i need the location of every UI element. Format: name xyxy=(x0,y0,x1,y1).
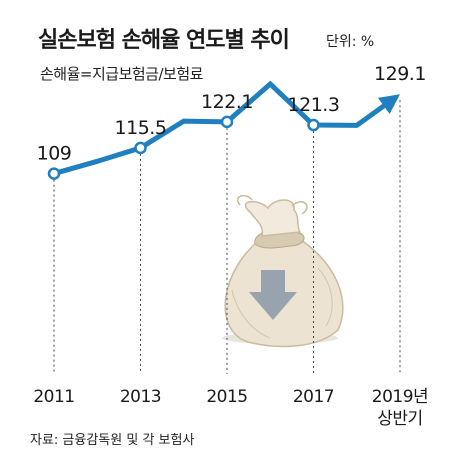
source-note: 자료: 금융감독원 및 각 보험사 xyxy=(30,433,195,448)
x-tick-label-3-0: 2017 xyxy=(293,387,334,407)
x-tick-label-4-1: 상반기 xyxy=(377,409,422,429)
value-label-2: 122.1 xyxy=(201,91,253,113)
down-arrow-icon xyxy=(249,270,297,320)
data-point-2017 xyxy=(307,118,320,132)
value-label-0: 109 xyxy=(37,143,72,165)
money-bag-illustration xyxy=(222,194,344,348)
data-points xyxy=(47,115,320,180)
value-label-1: 115.5 xyxy=(115,117,167,139)
chart-title: 실손보험 손해율 연도별 추이 xyxy=(38,28,290,53)
series-arrowhead xyxy=(377,94,400,115)
value-labels: 109 115.5 122.1 121.3 129.1 xyxy=(37,63,427,165)
unit-label: 단위: % xyxy=(326,34,375,50)
formula-subtitle: 손해율=지급보험금/보험료 xyxy=(40,65,203,83)
guide-lines xyxy=(53,100,401,374)
x-tick-label-4-0: 2019년 xyxy=(372,387,428,407)
value-label-3: 121.3 xyxy=(288,94,340,116)
data-point-2013 xyxy=(134,141,147,155)
data-point-2011 xyxy=(47,167,61,180)
x-tick-label-2-0: 2015 xyxy=(206,387,247,407)
data-point-2015 xyxy=(220,115,234,129)
value-label-4: 129.1 xyxy=(374,63,426,85)
x-tick-label-1-0: 2013 xyxy=(120,387,161,407)
x-tick-label-0-0: 2011 xyxy=(33,387,74,407)
